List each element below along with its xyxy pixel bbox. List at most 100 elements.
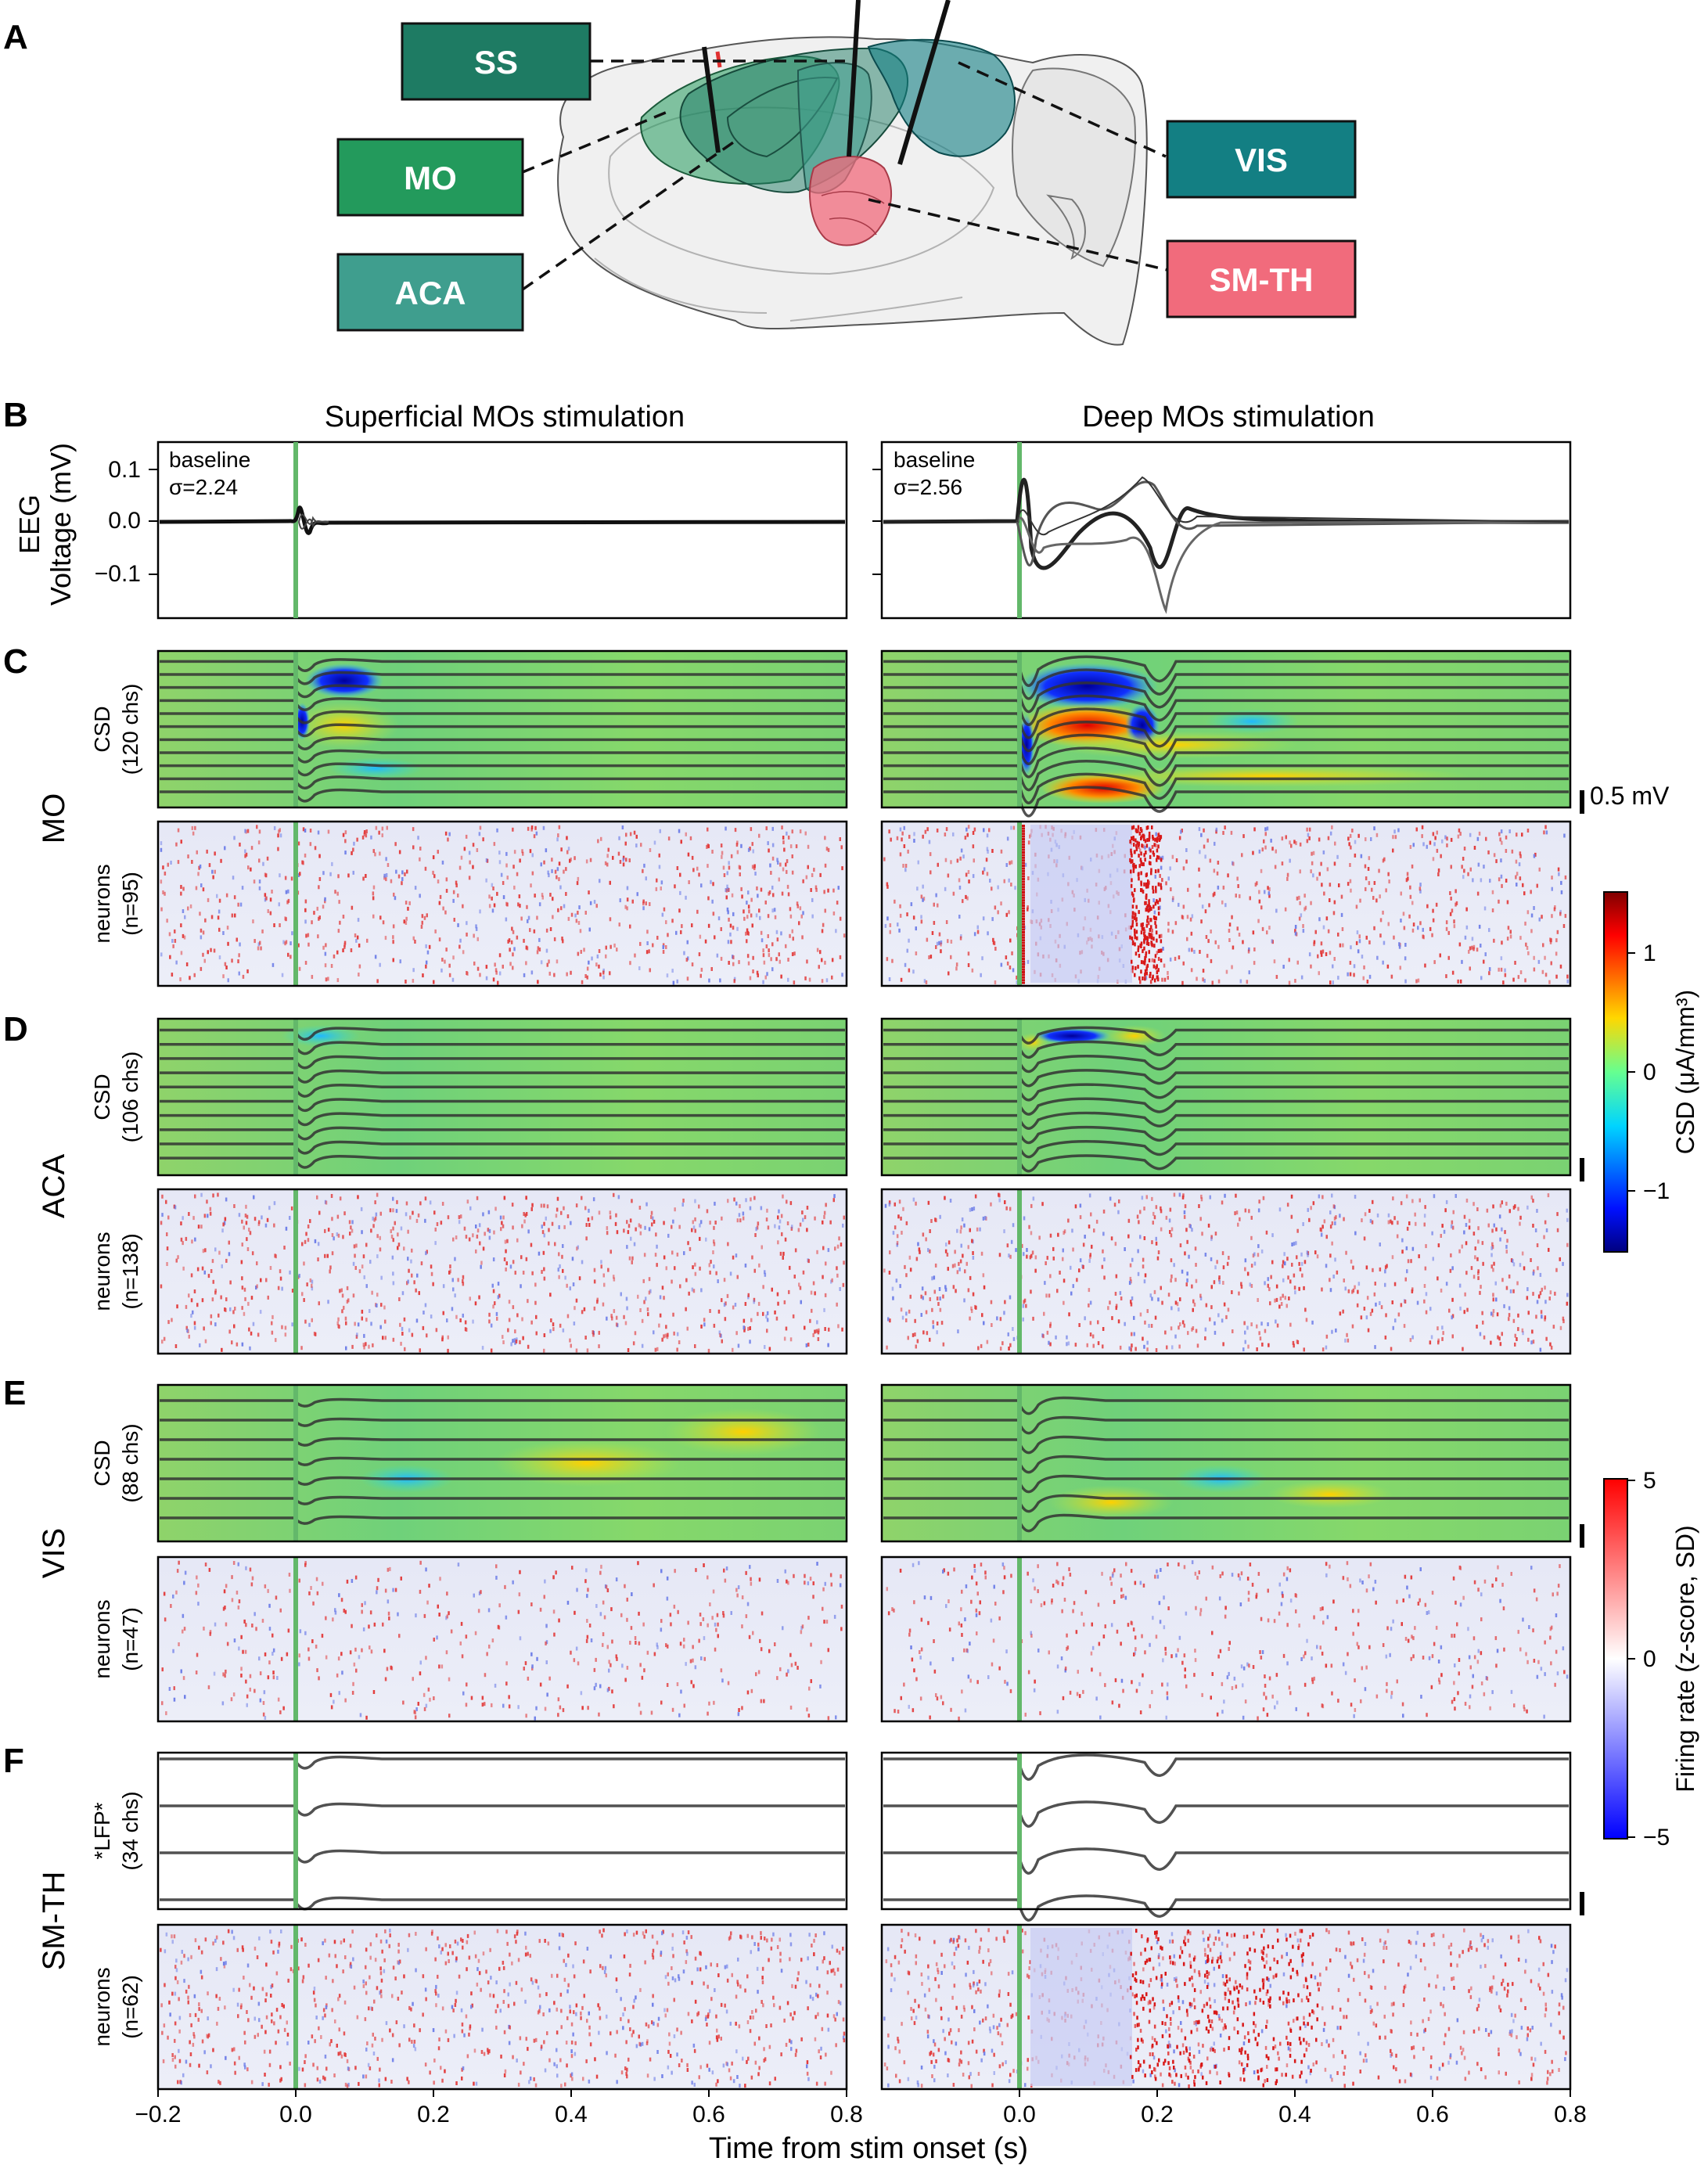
x-tick-left: 0.0: [279, 2102, 312, 2127]
csd-trace: [160, 1476, 845, 1486]
region-text-vis: VIS: [1235, 142, 1288, 178]
region-label-mo: MO: [336, 138, 524, 217]
region-box-smth: [1166, 239, 1357, 318]
neurons-raster-left: [156, 820, 848, 987]
column-title-right: Deep MOs stimulation: [1082, 401, 1375, 433]
csd-plot-left: [156, 1383, 848, 1543]
csd-trace: [883, 1125, 1569, 1145]
probe-1-tip: [715, 51, 722, 68]
fr-colorbar-gradient: [1603, 1478, 1628, 1840]
csd-trace: [883, 668, 1569, 700]
fr-colorbar: 5 0 −5 Firing rate (z-score, SD): [1603, 1468, 1699, 1850]
csd-trace: [160, 762, 845, 777]
neurons-label: (n=95): [118, 872, 142, 936]
eeg-ylabel-line1: EEG: [13, 494, 45, 554]
csd-trace: [160, 1041, 845, 1056]
brain-hippocampus: [1046, 194, 1086, 260]
neurons-raster-left: [156, 1923, 848, 2091]
csd-trace: [883, 1494, 1569, 1513]
neurons-label: neurons: [90, 1599, 114, 1678]
csd-trace: [883, 1435, 1569, 1455]
neurons-label: neurons: [90, 1232, 114, 1311]
eeg-ylabel-line2: Voltage (mV): [45, 443, 77, 606]
column-title-left: Superficial MOs stimulation: [325, 401, 685, 433]
csd-trace: [160, 1098, 845, 1112]
lfp-trace: [883, 1753, 1569, 1781]
x-axis-label: Time from stim onset (s): [709, 2132, 1028, 2165]
csd-trace: [883, 1455, 1569, 1474]
region-smth-shape: [809, 156, 893, 246]
csd-trace: [883, 1513, 1569, 1533]
csd-trace: [160, 1055, 845, 1070]
csd-label: CSD: [90, 1440, 114, 1486]
lfp-trace: [883, 1847, 1569, 1875]
region-smth-detail: [821, 191, 885, 236]
csd-blob: [493, 1440, 681, 1487]
csd-trace: [160, 1397, 845, 1408]
row-mo: MO CSD (120 chs) neurons (n=95): [37, 649, 1584, 987]
csd-trace: [883, 682, 1569, 714]
region-box-aca: [336, 253, 524, 332]
csd-trace: [883, 1026, 1569, 1045]
panel-letter-e: E: [3, 1374, 26, 1412]
csd-trace: [160, 1154, 845, 1169]
csd-trace: [883, 1040, 1569, 1059]
neurons-raster-left: [156, 1188, 848, 1355]
lfp-trace: [883, 1800, 1569, 1828]
eeg-baseline-label: baseline: [169, 448, 250, 472]
lfp-trace: [160, 1849, 845, 1864]
csd-plot-right: [880, 1383, 1572, 1543]
csd-trace: [883, 760, 1569, 792]
csd-label: *LFP*: [90, 1802, 114, 1859]
csd-plot-left: [156, 649, 848, 809]
lfp-plot-right: [880, 1751, 1572, 1922]
lfp-trace: [160, 1802, 845, 1817]
csd-label: (120 chs): [118, 684, 142, 775]
row-vis: VIS CSD (88 chs) neurons (n=47): [37, 1383, 1584, 1723]
x-tick-left: 0.6: [692, 2102, 725, 2127]
brain-cerebellum: [1012, 67, 1136, 268]
x-tick-left: 0.8: [830, 2102, 863, 2127]
neurons-label: (n=47): [118, 1607, 142, 1671]
csd-trace: [160, 736, 845, 750]
csd-trace: [160, 723, 845, 738]
csd-trace: [160, 1112, 845, 1127]
csd-trace: [883, 694, 1569, 726]
probe-1: [702, 46, 721, 153]
fr-colorbar-tick: −5: [1643, 1825, 1670, 1850]
csd-blob: [1268, 1480, 1393, 1509]
csd-colorbar-tick: 1: [1643, 940, 1656, 966]
neurons-label: (n=138): [118, 1233, 142, 1309]
csd-trace: [883, 733, 1569, 765]
csd-trace: [160, 1417, 845, 1427]
eeg-trace: [883, 477, 1570, 570]
region-row-label: SM-TH: [37, 1872, 71, 1971]
eeg-plot-right: baseline σ=2.56: [880, 441, 1572, 620]
csd-trace: [160, 671, 845, 685]
csd-blob: [1033, 1028, 1111, 1044]
eeg-trace: [1016, 480, 1570, 566]
suppression-band: [1030, 1928, 1132, 2086]
csd-trace: [883, 1069, 1569, 1088]
region-vis-shape: [867, 38, 1016, 157]
csd-trace: [883, 1154, 1569, 1173]
fr-colorbar-label: Firing rate (z-score, SD): [1671, 1525, 1699, 1792]
connector-vis: [958, 61, 1167, 158]
csd-blob: [1064, 765, 1471, 787]
csd-colorbar-gradient: [1603, 891, 1628, 1253]
probe-2: [847, 0, 861, 157]
csd-trace: [160, 749, 845, 764]
x-axis: Time from stim onset (s) −0.2 0.0 0.2 0.4 0.…: [135, 2089, 1587, 2165]
csd-colorbar-tick: −1: [1643, 1178, 1670, 1204]
x-tick-left: −0.2: [135, 2102, 181, 2127]
eeg-ytick-1: 0.1: [108, 457, 141, 483]
csd-trace: [883, 746, 1569, 779]
region-box-vis: [1166, 120, 1357, 199]
csd-trace: [883, 707, 1569, 739]
neurons-raster-right: [880, 1555, 1572, 1723]
neurons-raster-right: [880, 820, 1572, 987]
eeg-sigma-label: σ=2.24: [169, 475, 238, 499]
region-text-aca: ACA: [395, 275, 466, 311]
csd-trace: [160, 775, 845, 789]
